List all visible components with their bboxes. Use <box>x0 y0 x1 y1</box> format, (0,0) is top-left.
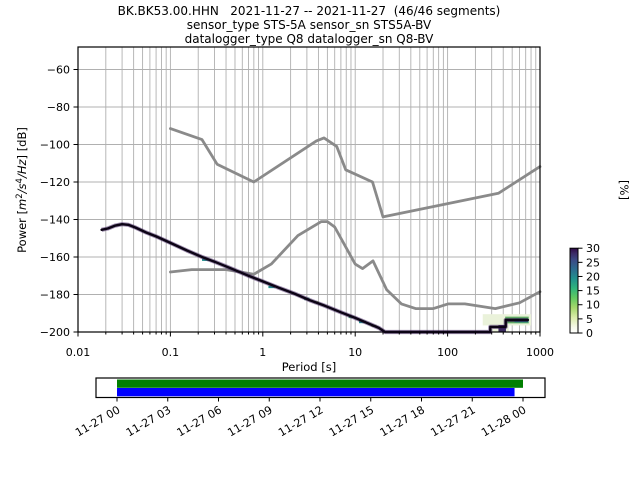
coverage-processed-bar <box>117 388 515 397</box>
figure-subtitle-sensor: sensor_type STS-5A sensor_sn STS5A-BV <box>187 18 432 32</box>
colorbar-tick-label: 25 <box>586 256 600 269</box>
x-tick-label: 0.01 <box>66 346 91 359</box>
time-coverage-bar: 11-27 00 11-27 03 11-27 06 11-27 09 11-27 12… <box>73 377 546 439</box>
colorbar-unit-label: [%] <box>617 180 631 200</box>
axis-ticks <box>73 69 541 337</box>
coverage-tick-label: 11-27 15 <box>327 403 376 439</box>
coverage-tick-label: 11-27 03 <box>124 403 173 439</box>
colorbar-tick-label: 15 <box>586 285 600 298</box>
coverage-tick-label: 11-27 09 <box>225 403 274 439</box>
noise-model-high-curve <box>168 127 542 219</box>
x-tick-label: 10 <box>348 346 362 359</box>
x-axis-label: Period [s] <box>282 360 336 374</box>
x-tick-label: 1000 <box>526 346 554 359</box>
x-tick-label: 1 <box>259 346 266 359</box>
colorbar-gradient <box>569 247 579 334</box>
x-tick-label: 0.1 <box>162 346 180 359</box>
y-tick-label: −200 <box>40 326 70 339</box>
figure-subtitle-datalogger: datalogger_type Q8 datalogger_sn Q8-BV <box>185 32 435 46</box>
colorbar-tick-label: 0 <box>586 327 593 340</box>
y-tick-label: −140 <box>40 214 70 227</box>
coverage-tick-label: 11-27 18 <box>378 403 427 439</box>
y-tick-label: −100 <box>40 139 70 152</box>
noise-model-low-curve <box>168 220 542 311</box>
peterson-noise-model-curves <box>168 127 542 311</box>
y-tick-label: −120 <box>40 176 70 189</box>
colorbar-tick-label: 10 <box>586 299 600 312</box>
colorbar-tick-label: 20 <box>586 270 600 283</box>
axes-border <box>77 46 541 333</box>
y-tick-label: −60 <box>47 64 70 77</box>
coverage-tick-label: 11-27 12 <box>276 403 325 439</box>
y-axis-label: Power [m2/s4/Hz] [dB] <box>15 127 29 253</box>
y-tick-label: −160 <box>40 251 70 264</box>
y-tick-label: −180 <box>40 289 70 302</box>
figure-title: BK.BK53.00.HHN 2021-11-27 -- 2021-11-27 … <box>118 4 501 18</box>
coverage-tick-label: 11-27 00 <box>73 403 122 439</box>
axis-tick-labels: 0.01 0.1 1 10 100 1000 −60 −80 −100 −120 −140 −160 −… <box>40 64 554 360</box>
coverage-tick-label: 11-28 00 <box>479 403 528 439</box>
x-tick-label: 100 <box>437 346 458 359</box>
y-tick-label: −80 <box>47 101 70 114</box>
colorbar-tick-label: 5 <box>586 313 593 326</box>
ppsd-mode-curve <box>100 222 530 335</box>
ppsd-mode-line <box>100 222 530 334</box>
coverage-tick-label: 11-27 21 <box>428 403 477 439</box>
grid-lines <box>78 47 540 332</box>
colorbar-tick-label: 30 <box>586 242 600 255</box>
coverage-tick-label: 11-27 06 <box>175 403 224 439</box>
axes-frame <box>77 46 541 333</box>
coverage-data-bar <box>117 379 523 388</box>
